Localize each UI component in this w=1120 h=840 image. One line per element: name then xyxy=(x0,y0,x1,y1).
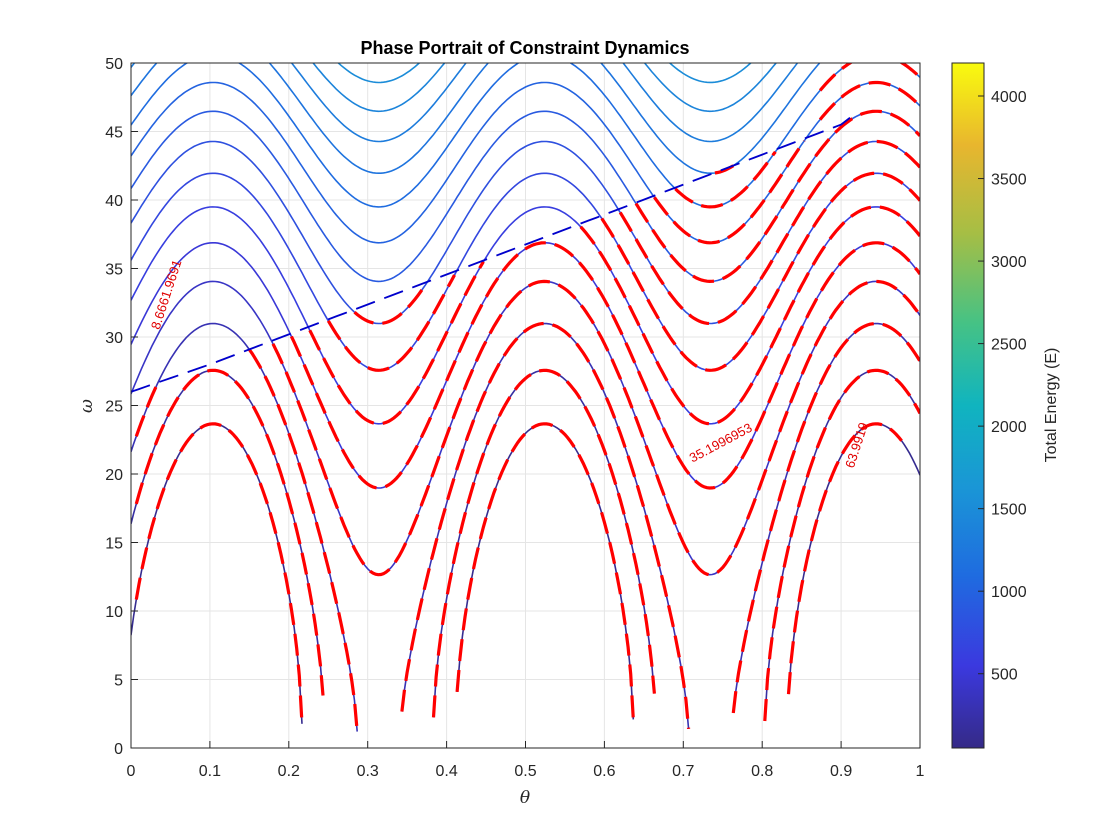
energy-contour xyxy=(622,63,799,143)
x-tick-label: 0.6 xyxy=(593,763,615,780)
chart-title: Phase Portrait of Constraint Dynamics xyxy=(360,38,689,58)
constraint-contour xyxy=(308,260,485,426)
constraint-contour xyxy=(353,283,427,326)
colorbar-tick-label: 2000 xyxy=(991,419,1027,436)
constraint-boundary xyxy=(131,111,858,393)
colorbar-tick-label: 1000 xyxy=(991,584,1027,601)
x-tick-label: 0.5 xyxy=(514,763,536,780)
constraint-contour xyxy=(134,422,304,724)
y-tick-label: 40 xyxy=(105,193,123,210)
colorbar-tick-label: 3000 xyxy=(991,254,1027,271)
y-tick-label: 15 xyxy=(105,536,123,553)
energy-contour xyxy=(131,140,920,325)
x-tick-label: 0.9 xyxy=(830,763,852,780)
energy-contour xyxy=(732,322,920,714)
y-tick-label: 25 xyxy=(105,399,123,416)
energy-contour xyxy=(456,422,635,720)
constraint-contour xyxy=(431,368,656,718)
constraint-contour xyxy=(600,171,920,372)
energy-contour xyxy=(912,43,920,50)
x-tick-label: 0.8 xyxy=(751,763,773,780)
colorbar xyxy=(951,62,985,749)
y-axis-ticks: 0 5 10 15 20 25 30 35 40 45 50 xyxy=(105,56,138,758)
energy-contour xyxy=(131,322,358,732)
y-tick-label: 10 xyxy=(105,604,123,621)
constraint-contour xyxy=(579,205,920,426)
y-tick-label: 45 xyxy=(105,125,123,142)
constraint-contour xyxy=(400,321,691,730)
constraint-contour xyxy=(455,422,635,720)
energy-contour xyxy=(764,369,920,722)
x-tick-label: 1 xyxy=(916,763,925,780)
energy-contour xyxy=(131,63,158,97)
energy-contour xyxy=(131,63,136,68)
colorbar-tick-label: 500 xyxy=(991,667,1018,684)
constraint-contour xyxy=(134,383,159,437)
colorbar-label: Total Energy (E) xyxy=(1043,348,1060,463)
grid xyxy=(131,63,920,748)
y-axis-label: ω xyxy=(77,399,97,413)
x-tick-label: 0.7 xyxy=(672,763,694,780)
x-tick-label: 0 xyxy=(127,763,136,780)
energy-contour xyxy=(131,422,303,724)
constraint-contour xyxy=(326,274,456,372)
constraint-contour xyxy=(134,368,325,696)
colorbar-tick-label: 4000 xyxy=(991,89,1027,106)
colorbar-tick-label: 2500 xyxy=(991,337,1027,354)
y-tick-label: 5 xyxy=(114,673,123,690)
constraint-region xyxy=(131,43,920,732)
x-axis-label: θ xyxy=(520,788,530,808)
energy-contour xyxy=(643,63,778,113)
constraint-contour xyxy=(912,43,920,50)
constraint-contour xyxy=(818,80,920,121)
constraint-contour xyxy=(786,422,903,695)
constraint-contour xyxy=(289,241,920,490)
constraint-contour xyxy=(818,63,920,92)
x-tick-label: 0.4 xyxy=(435,763,457,780)
y-tick-label: 30 xyxy=(105,330,123,347)
contour-label: 35.1996953 xyxy=(687,420,755,465)
energy-contour xyxy=(290,63,467,143)
energy-contour xyxy=(599,63,821,174)
constraint-contour xyxy=(247,348,359,732)
constraint-contour xyxy=(271,279,920,577)
y-tick-label: 20 xyxy=(105,467,123,484)
colorbar-tick-label: 3500 xyxy=(991,172,1027,189)
y-tick-label: 35 xyxy=(105,262,123,279)
x-tick-label: 0.1 xyxy=(199,763,221,780)
constraint-contour xyxy=(674,150,777,209)
constraint-contour xyxy=(731,321,920,714)
energy-contour xyxy=(131,63,920,208)
y-tick-label: 0 xyxy=(114,741,123,758)
constraint-contour xyxy=(618,139,920,326)
x-tick-label: 0.3 xyxy=(357,763,379,780)
colorbar-tick-label: 1500 xyxy=(991,502,1027,519)
y-tick-label: 50 xyxy=(105,56,123,73)
x-tick-label: 0.2 xyxy=(278,763,300,780)
x-axis-ticks: 0 0.1 0.2 0.3 0.4 0.5 0.6 0.7 0.8 0.9 1 xyxy=(127,741,925,780)
constraint-contour xyxy=(634,109,920,284)
constraint-contour xyxy=(653,139,806,245)
energy-contour xyxy=(312,63,446,113)
energy-contour xyxy=(131,369,324,696)
colorbar-ticks: 500 1000 1500 2000 2500 3000 3500 4000 xyxy=(978,89,1027,684)
energy-contour xyxy=(131,280,920,576)
energy-contour xyxy=(268,63,490,174)
constraint-contour xyxy=(820,63,822,64)
